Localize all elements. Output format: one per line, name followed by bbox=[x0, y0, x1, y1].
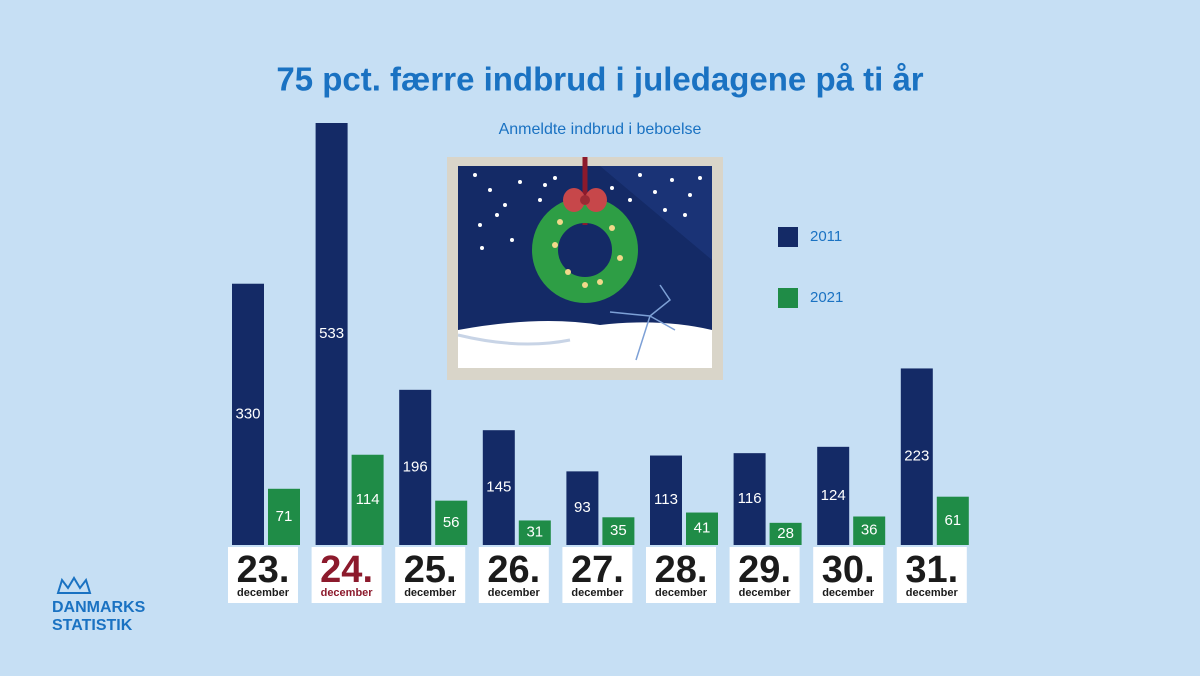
date-card bbox=[562, 547, 633, 603]
legend-swatch bbox=[778, 227, 798, 247]
date-card bbox=[478, 547, 549, 603]
bar bbox=[650, 455, 682, 545]
x-tick-label: 26. bbox=[487, 549, 540, 591]
data-label: 114 bbox=[356, 491, 380, 508]
date-card bbox=[646, 547, 716, 603]
bar bbox=[351, 454, 384, 545]
x-tick-label: 25. bbox=[404, 549, 457, 591]
data-label: 35 bbox=[610, 522, 627, 539]
x-tick-label: 23. bbox=[237, 549, 290, 591]
date-card bbox=[896, 547, 967, 603]
legend-swatch bbox=[778, 288, 798, 308]
x-tick-sublabel: december bbox=[321, 587, 374, 599]
bar bbox=[482, 430, 515, 545]
x-tick-sublabel: december bbox=[404, 587, 457, 599]
bar bbox=[686, 512, 718, 545]
chart-title: 75 pct. færre indbrud i juledagene på ti… bbox=[276, 61, 923, 98]
x-tick-sublabel: december bbox=[237, 587, 290, 599]
x-tick-label: 24. bbox=[320, 549, 373, 591]
x-tick-sublabel: december bbox=[822, 587, 875, 599]
data-label: 145 bbox=[486, 479, 511, 496]
date-card bbox=[228, 547, 298, 603]
bar bbox=[435, 500, 468, 545]
bar bbox=[566, 471, 599, 545]
data-label: 71 bbox=[276, 508, 293, 525]
date-card bbox=[813, 547, 884, 603]
data-label: 223 bbox=[904, 448, 929, 465]
data-label: 124 bbox=[821, 487, 846, 504]
bar bbox=[900, 368, 933, 545]
logo-crown bbox=[56, 576, 92, 594]
x-tick-sublabel: december bbox=[906, 587, 959, 599]
data-label: 36 bbox=[861, 522, 878, 539]
data-label: 56 bbox=[443, 514, 460, 531]
bar bbox=[769, 522, 802, 545]
logo-text: DANMARKS bbox=[52, 599, 146, 616]
data-label: 533 bbox=[319, 325, 344, 342]
bar bbox=[315, 123, 348, 545]
date-card bbox=[311, 547, 382, 603]
x-tick-label: 28. bbox=[655, 549, 708, 591]
x-tick-sublabel: december bbox=[488, 587, 541, 599]
data-label: 31 bbox=[526, 524, 543, 541]
legend-label: 2011 bbox=[810, 228, 842, 245]
bar bbox=[268, 488, 300, 545]
x-tick-label: 29. bbox=[738, 549, 791, 591]
x-tick-sublabel: december bbox=[739, 587, 792, 599]
bar bbox=[936, 496, 969, 545]
x-tick-sublabel: december bbox=[655, 587, 708, 599]
data-label: 196 bbox=[403, 458, 428, 475]
legend-label: 2021 bbox=[810, 289, 843, 306]
data-label: 116 bbox=[738, 490, 762, 507]
illustration bbox=[447, 157, 723, 380]
x-tick-label: 27. bbox=[571, 549, 624, 591]
data-label: 28 bbox=[777, 525, 794, 542]
bar bbox=[853, 516, 886, 545]
date-card bbox=[729, 547, 800, 603]
data-label: 330 bbox=[235, 405, 260, 422]
bar bbox=[518, 520, 551, 545]
bar bbox=[399, 389, 432, 545]
x-tick-sublabel: december bbox=[571, 587, 624, 599]
bar bbox=[817, 446, 850, 545]
data-label: 41 bbox=[694, 520, 711, 537]
data-label: 93 bbox=[574, 499, 591, 516]
bar bbox=[733, 453, 766, 545]
data-label: 61 bbox=[944, 512, 961, 529]
x-tick-label: 30. bbox=[822, 549, 875, 591]
date-card bbox=[395, 547, 466, 603]
logo-text: STATISTIK bbox=[52, 617, 133, 634]
data-label: 113 bbox=[654, 491, 678, 508]
chart-subtitle: Anmeldte indbrud i beboelse bbox=[499, 121, 702, 138]
bar bbox=[232, 283, 264, 545]
x-tick-label: 31. bbox=[905, 549, 958, 591]
bar bbox=[602, 517, 635, 545]
